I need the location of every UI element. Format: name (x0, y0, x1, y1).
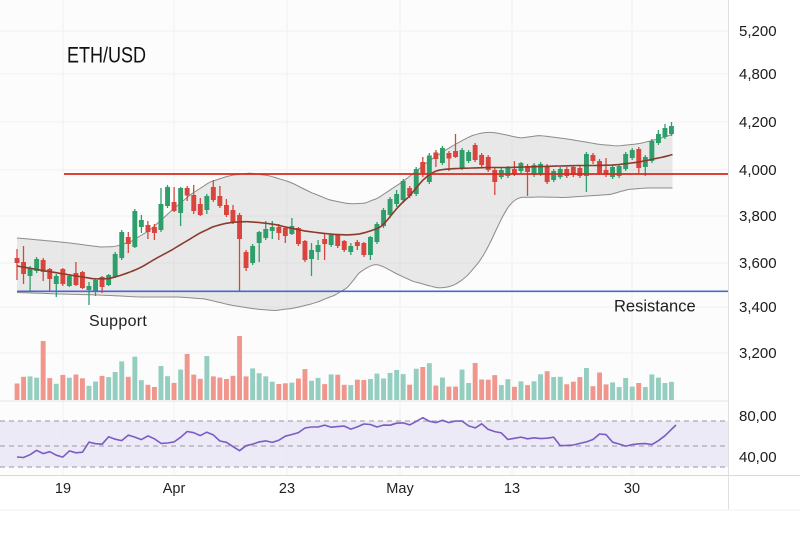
svg-text:30: 30 (624, 481, 640, 497)
svg-text:May: May (386, 481, 414, 497)
svg-text:ETH/USD: ETH/USD (67, 43, 146, 68)
svg-text:4,000: 4,000 (739, 162, 777, 179)
svg-text:23: 23 (279, 481, 295, 497)
svg-text:19: 19 (55, 481, 71, 497)
svg-text:5,200: 5,200 (739, 23, 777, 40)
svg-text:3,800: 3,800 (739, 208, 777, 225)
svg-text:80,00: 80,00 (739, 408, 777, 425)
svg-text:13: 13 (504, 481, 520, 497)
svg-text:3,600: 3,600 (739, 255, 777, 272)
svg-text:4,200: 4,200 (739, 114, 777, 131)
svg-text:Resistance: Resistance (614, 298, 696, 316)
svg-text:Apr: Apr (163, 481, 186, 497)
svg-text:3,400: 3,400 (739, 299, 777, 316)
svg-text:Support: Support (89, 313, 147, 330)
svg-text:40,00: 40,00 (739, 449, 777, 466)
svg-text:3,200: 3,200 (739, 345, 777, 362)
svg-text:4,800: 4,800 (739, 66, 777, 83)
